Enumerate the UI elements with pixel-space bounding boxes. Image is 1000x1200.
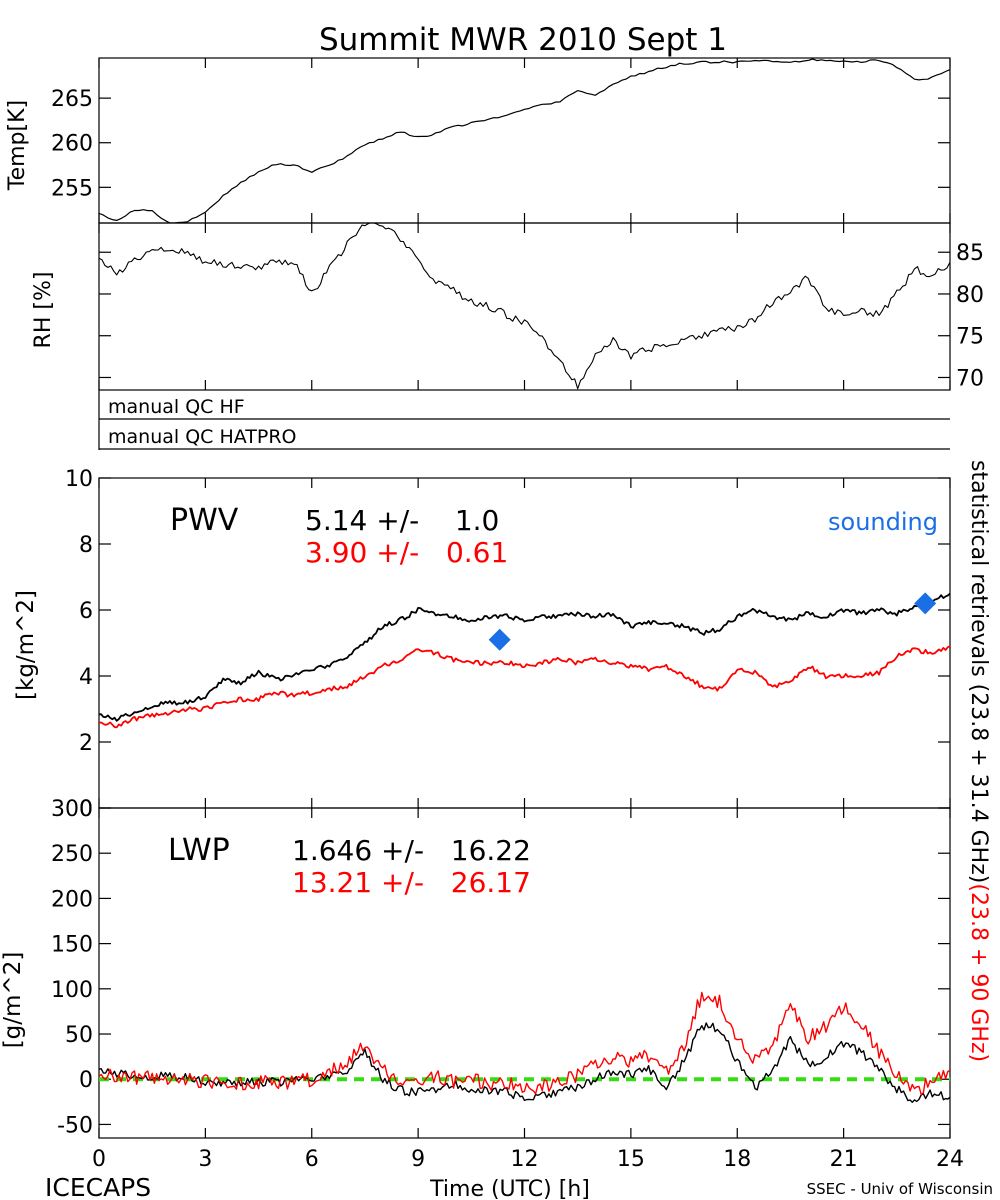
temp-panel: 255 260 265	[51, 57, 951, 224]
pwv-ytick-label: 4	[79, 665, 93, 690]
footer-center: Time (UTC) [h]	[429, 1177, 590, 1200]
lwp-label: LWP	[168, 833, 230, 868]
lwp-ytick-label: 300	[51, 797, 93, 822]
lwp-ytick-label: 250	[51, 842, 93, 867]
rh-ytick-label: 75	[956, 325, 984, 350]
pwv-ytick-label: 6	[79, 599, 93, 624]
chart-title: Summit MWR 2010 Sept 1	[319, 22, 727, 58]
lwp-ytick-label: 0	[79, 1068, 93, 1093]
pwv-series-black	[99, 592, 950, 722]
footer-right: SSEC - Univ of Wisconsin	[807, 1180, 993, 1198]
right-axis-label: statistical retrievals (23.8 + 31.4 GHz)…	[966, 460, 991, 1062]
lwp-ytick-label: 200	[51, 887, 93, 912]
rh-ytick-label: 85	[956, 241, 984, 266]
pwv-ytick-label: 8	[79, 533, 93, 558]
rh-ylabel: RH [%]	[31, 272, 56, 349]
right-label-part1: statistical retrievals (23.8 + 31.4 GHz)	[966, 460, 991, 883]
pwv-ytick-label: 2	[79, 731, 93, 756]
lwp-ytick-label: 50	[65, 1023, 93, 1048]
lwp-ylabel: [g/m^2]	[0, 952, 26, 1049]
lwp-xtick-label: 21	[830, 1147, 858, 1172]
pwv-panel: 0 2 4 6 8 10	[65, 467, 951, 822]
lwp-xtick-label: 6	[305, 1147, 319, 1172]
rh-frame	[98, 222, 951, 391]
lwp-ytick-label: -50	[57, 1113, 93, 1138]
temp-frame	[98, 57, 951, 224]
lwp-xtick-label: 0	[92, 1147, 106, 1172]
pwv-ylabel: [kg/m^2]	[13, 590, 39, 700]
lwp-series-black	[99, 1022, 950, 1104]
lwp-ytick-label: 100	[51, 978, 93, 1003]
rh-series-black	[99, 223, 950, 390]
temp-ytick-label: 260	[51, 132, 93, 157]
temp-series-black	[99, 58, 950, 223]
pwv-label: PWV	[170, 503, 239, 538]
lwp-xtick-label: 15	[617, 1147, 645, 1172]
temp-ytick-label: 265	[51, 87, 93, 112]
rh-ytick-label: 80	[956, 283, 984, 308]
qc-panel: manual QC HF manual QC HATPRO	[98, 390, 950, 450]
lwp-xtick-label: 12	[511, 1147, 539, 1172]
footer-left: ICECAPS	[45, 1173, 151, 1200]
rh-ytick-label: 70	[956, 366, 984, 391]
sounding-point	[488, 628, 511, 651]
lwp-stat-black: 1.646 +/- 16.22	[292, 834, 531, 867]
lwp-xtick-label: 18	[723, 1147, 751, 1172]
pwv-series-red	[99, 645, 950, 729]
pwv-ytick-label: 0	[79, 797, 93, 822]
right-label-part2: (23.8 + 90 GHz)	[966, 883, 991, 1062]
lwp-stat-red: 13.21 +/- 26.17	[292, 866, 531, 899]
pwv-stat-red: 3.90 +/- 0.61	[305, 536, 508, 569]
lwp-series-red	[99, 991, 950, 1096]
lwp-xtick-label: 9	[411, 1147, 425, 1172]
qc-row-hf: manual QC HF	[108, 396, 245, 418]
rh-panel: 70 75 80 85	[98, 222, 984, 391]
qc-row-hatpro: manual QC HATPRO	[108, 426, 297, 448]
temp-ytick-label: 255	[51, 176, 93, 201]
sounding-point	[914, 592, 937, 615]
sounding-legend: sounding	[828, 508, 938, 536]
lwp-xtick-label: 3	[198, 1147, 212, 1172]
pwv-ytick-label: 10	[65, 467, 93, 492]
lwp-ytick-label: 150	[51, 933, 93, 958]
pwv-stat-black: 5.14 +/- 1.0	[305, 504, 499, 537]
lwp-xtick-label: 24	[936, 1147, 964, 1172]
temp-ylabel: Temp[K]	[5, 100, 30, 191]
